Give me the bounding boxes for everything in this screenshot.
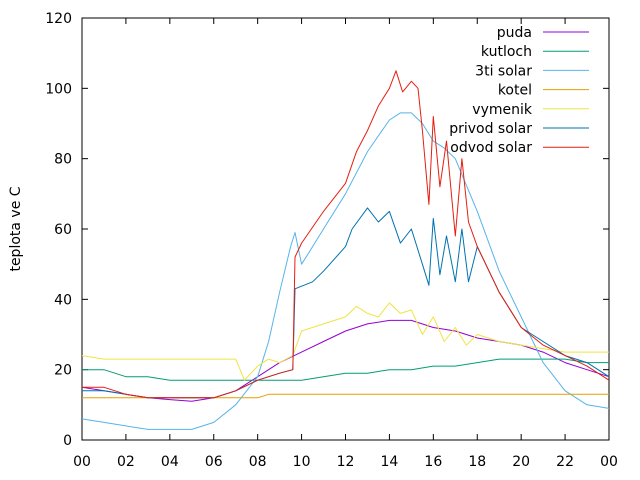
y-tick-label: 120 <box>45 11 72 27</box>
x-tick-label: 12 <box>337 454 355 470</box>
series-line-3ti-solar <box>81 112 610 430</box>
x-tick-label: 16 <box>424 454 442 470</box>
y-tick-label: 100 <box>45 81 72 97</box>
series-line-vymenik <box>81 302 609 381</box>
x-tick-label: 22 <box>556 454 574 470</box>
series-lines <box>81 70 610 430</box>
x-tick-label: 14 <box>381 454 399 470</box>
y-tick-label: 0 <box>63 433 72 449</box>
x-tick-label: 06 <box>205 454 223 470</box>
x-tick-label: 02 <box>117 454 135 470</box>
y-tick-label: 20 <box>54 363 72 379</box>
legend: puda kutloch 3ti solar kotel vymenik privod s… <box>449 25 589 156</box>
series-line-kutloch <box>82 358 609 381</box>
x-tick-label: 00 <box>73 454 91 470</box>
legend-label: puda <box>497 25 532 41</box>
x-tick-label: 00 <box>600 454 618 470</box>
legend-label: 3ti solar <box>475 63 532 79</box>
x-tick-label: 08 <box>249 454 267 470</box>
x-tick-label: 20 <box>512 454 530 470</box>
y-tick-label: 40 <box>54 292 72 308</box>
x-tick-label: 10 <box>293 454 311 470</box>
legend-label: kutloch <box>481 44 532 60</box>
y-axis-title: teplota ve C <box>8 186 24 271</box>
legend-label: odvod solar <box>450 140 532 156</box>
series-line-odvod-solar <box>82 70 610 399</box>
x-tick-label: 18 <box>468 454 486 470</box>
y-tick-label: 60 <box>54 222 72 238</box>
legend-label: kotel <box>498 83 532 99</box>
x-axis: 00 02 04 06 08 10 12 14 16 18 20 22 00 <box>73 18 618 470</box>
legend-label: privod solar <box>449 121 532 137</box>
legend-label: vymenik <box>472 102 533 118</box>
y-tick-label: 80 <box>54 152 72 168</box>
series-line-privod-solar <box>82 207 610 399</box>
y-axis: 0 20 40 60 80 100 120 <box>45 11 609 449</box>
x-tick-label: 04 <box>161 454 179 470</box>
plot-frame <box>81 17 610 441</box>
series-line-kotel <box>82 393 609 399</box>
